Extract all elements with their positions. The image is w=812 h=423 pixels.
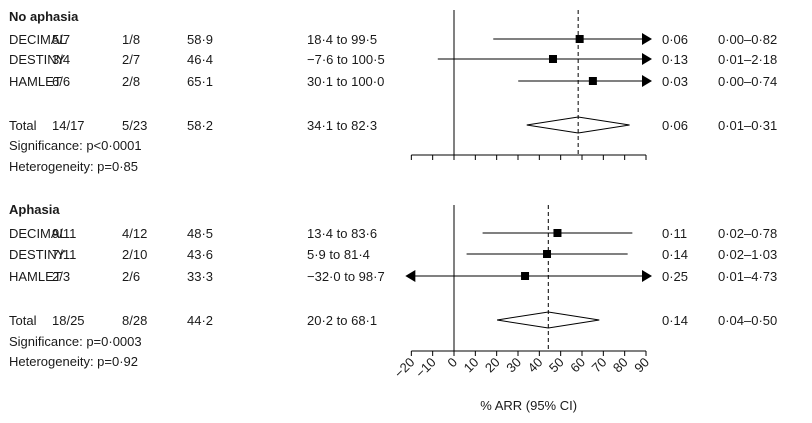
panel-2-title: Aphasia [9,202,60,217]
x-tick-label: −10 [413,355,439,381]
panel-2-row-3-point-estimate [521,272,530,280]
x-tick-label: 40 [525,355,546,376]
panel-1-row-1-or-ci: 0·00–0·82 [718,32,777,47]
x-tick-label: 0 [444,355,460,371]
panel-2-row-2-treatment: 7/11 [52,247,76,262]
panel-1-row-2-ci-text: −7·6 to 100·5 [307,52,385,67]
panel-2-total-or-ci: 0·04–0·50 [718,313,777,328]
panel-1-row-1-control: 1/8 [122,32,140,47]
panel-2-row-3-study: HAMLET [9,269,62,284]
panel-2-total-label: Total [9,313,37,328]
panel-1-row-1-ci-text: 18·4 to 99·5 [307,32,377,47]
panel-1-row-1-study: DECIMAL [9,32,67,47]
panel-2-row-2-or: 0·14 [662,247,688,262]
panel-1-row-2-or: 0·13 [662,52,688,67]
panel-1-row-1-point-estimate [575,35,584,43]
panel-2-row-1-arr: 48·5 [187,226,213,241]
panel-1-total-or: 0·06 [662,118,688,133]
x-tick-label: 10 [461,355,482,376]
panel-1-row-1-ci-arrow-right [642,33,652,45]
panel-2-row-2-arr: 43·6 [187,247,213,262]
panel-1-row-3-ci-arrow-right [642,75,652,87]
x-tick-label: 60 [567,355,588,376]
panel-2-row-3-treatment: 2/3 [52,269,70,284]
panel-1-title: No aphasia [9,9,79,24]
x-tick-label: 70 [589,355,610,376]
panel-2-row-3-arr: 33·3 [187,269,213,284]
panel-2-total-or: 0·14 [662,313,688,328]
panel-1-total-control: 5/23 [122,118,147,133]
panel-2-row-2-or-ci: 0·02–1·03 [718,247,777,262]
panel-1-total-treatment: 14/17 [52,118,85,133]
x-tick-label: −20 [391,355,417,381]
panel-2-total-treatment: 18/25 [52,313,85,328]
x-axis-label: % ARR (95% CI) [480,398,577,413]
panel-2-row-1-treatment: 9/11 [52,226,76,241]
panel-2-row-3-ci-text: −32·0 to 98·7 [307,269,385,284]
panel-2-row-3-ci-arrow-right [642,270,652,282]
panel-2-row-1-control: 4/12 [122,226,147,241]
panel-1-row-2-or-ci: 0·01–2·18 [718,52,777,67]
panel-1-total-arr: 58·2 [187,118,213,133]
panel-1-total-label: Total [9,118,37,133]
x-tick-label: 80 [610,355,631,376]
panel-2-row-3-ci-arrow-left [405,270,416,282]
panel-2-row-1-point-estimate [553,229,562,237]
panel-1-heterogeneity: Heterogeneity: p=0·85 [9,159,138,174]
panel-2-row-3-or-ci: 0·01–4·73 [718,269,777,284]
panel-2-row-1-or: 0·11 [662,226,687,241]
panel-1-row-1-or: 0·06 [662,32,688,47]
panel-2-row-2-control: 2/10 [122,247,147,262]
panel-2-row-3-control: 2/6 [122,269,140,284]
panel-1-total-ci-text: 34·1 to 82·3 [307,118,377,133]
panel-1-row-1-treatment: 5/7 [52,32,70,47]
x-tick-label: 90 [631,355,652,376]
panel-2-total-ci-text: 20·2 to 68·1 [307,313,377,328]
panel-2-row-2-ci-text: 5·9 to 81·4 [307,247,370,262]
panel-1-row-3-or-ci: 0·00–0·74 [718,74,777,89]
panel-2-row-1-ci-text: 13·4 to 83·6 [307,226,377,241]
panel-1-row-3-control: 2/8 [122,74,140,89]
panel-1-row-3-treatment: 6/6 [52,74,70,89]
panel-2-row-2-point-estimate [543,250,552,258]
panel-2-total-control: 8/28 [122,313,147,328]
panel-1-row-3-study: HAMLET [9,74,62,89]
panel-2-total-arr: 44·2 [187,313,213,328]
panel-1-significance: Significance: p<0·0001 [9,138,142,153]
panel-1-row-2-point-estimate [548,55,557,63]
panel-1-row-3-arr: 65·1 [187,74,213,89]
panel-1-row-2-treatment: 3/4 [52,52,70,67]
panel-1-row-2-ci-arrow-right [642,53,652,65]
panel-2-row-3-or: 0·25 [662,269,688,284]
panel-2-heterogeneity: Heterogeneity: p=0·92 [9,354,138,369]
x-tick-label: 50 [546,355,567,376]
panel-1-row-2-control: 2/7 [122,52,140,67]
panel-2-row-1-study: DECIMAL [9,226,67,241]
panel-1-row-3-ci-text: 30·1 to 100·0 [307,74,384,89]
panel-2-significance: Significance: p=0·0003 [9,334,142,349]
x-tick-label: 20 [482,355,503,376]
panel-1-row-2-study: DESTINY [9,52,66,67]
panel-1-row-3-or: 0·03 [662,74,688,89]
panel-1-total-or-ci: 0·01–0·31 [718,118,777,133]
panel-1-row-1-arr: 58·9 [187,32,213,47]
panel-1-row-3-point-estimate [588,77,597,85]
panel-2-row-1-or-ci: 0·02–0·78 [718,226,777,241]
panel-2-row-2-study: DESTINY [9,247,66,262]
x-tick-label: 30 [503,355,524,376]
panel-1-row-2-arr: 46·4 [187,52,213,67]
